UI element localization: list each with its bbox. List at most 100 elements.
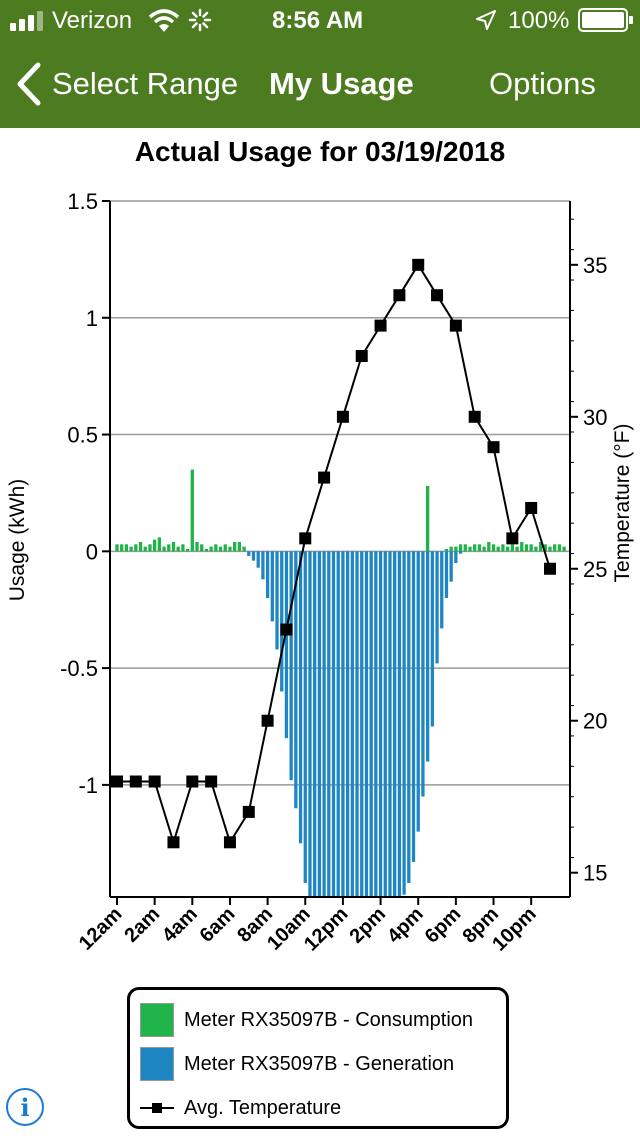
generation-bar xyxy=(261,551,264,579)
generation-bar xyxy=(374,551,377,897)
carrier-label: Verizon xyxy=(52,6,132,36)
temperature-point xyxy=(525,502,537,514)
generation-bar xyxy=(308,551,311,897)
x-tick-label: 12am xyxy=(75,903,127,955)
temperature-point xyxy=(544,563,556,575)
y-tick-label: 1.5 xyxy=(67,189,98,214)
temperature-point xyxy=(167,836,179,848)
generation-bar xyxy=(440,551,443,628)
generation-bar xyxy=(454,551,457,563)
y2-axis-label: Temperature (°F) xyxy=(611,424,634,583)
generation-bar xyxy=(266,551,269,598)
generation-bar xyxy=(407,551,410,883)
clock: 8:56 AM xyxy=(272,6,363,36)
generation-bar xyxy=(252,551,255,560)
location-arrow-icon xyxy=(476,10,496,30)
generation-bar xyxy=(360,551,363,897)
consumption-bar xyxy=(144,547,147,552)
consumption-bar xyxy=(214,544,217,551)
temperature-point xyxy=(356,350,368,362)
legend-label-consumption: Meter RX35097B - Consumption xyxy=(184,1009,473,1032)
consumption-bar xyxy=(153,540,156,552)
temperature-point xyxy=(262,715,274,727)
usage-chart: Actual Usage for 03/19/2018 1.5 1 0.5 0 -0.5… xyxy=(0,128,640,980)
temperature-point xyxy=(506,532,518,544)
generation-bar xyxy=(289,551,292,780)
y2-tick-label: 30 xyxy=(583,405,607,430)
navigation-header: Verizon 8:56 AM 100% Select Range M xyxy=(0,0,640,128)
y2-tick-label: 35 xyxy=(583,253,607,278)
legend-label-generation: Meter RX35097B - Generation xyxy=(184,1053,454,1076)
x-tick-label: 6am xyxy=(196,903,240,947)
temperature-line-marker-icon xyxy=(140,1091,174,1125)
consumption-bar xyxy=(520,542,523,551)
chart-title: Actual Usage for 03/19/2018 xyxy=(135,136,505,167)
consumption-bar xyxy=(530,544,533,551)
consumption-bar xyxy=(139,542,142,551)
consumption-bar xyxy=(242,547,245,552)
temperature-point xyxy=(375,320,387,332)
generation-bar xyxy=(355,551,358,897)
consumption-bar xyxy=(172,542,175,551)
generation-bar xyxy=(299,551,302,843)
legend-item-temperature: Avg. Temperature xyxy=(140,1090,341,1126)
consumption-bar xyxy=(228,547,231,552)
generation-bar xyxy=(285,551,288,738)
generation-bar xyxy=(257,551,260,567)
y2-tick-label: 20 xyxy=(583,709,607,734)
consumption-bar xyxy=(162,547,165,552)
consumption-bar xyxy=(459,544,462,551)
consumption-bar xyxy=(515,547,518,552)
temperature-point xyxy=(186,776,198,788)
page-title: My Usage xyxy=(269,64,414,104)
generation-bar xyxy=(402,551,405,894)
consumption-bar xyxy=(511,544,514,551)
consumption-bar xyxy=(492,544,495,551)
consumption-bar xyxy=(548,547,551,552)
consumption-bar xyxy=(497,547,500,552)
generation-swatch xyxy=(140,1047,174,1081)
info-button[interactable]: i xyxy=(6,1088,44,1126)
generation-bar xyxy=(398,551,401,897)
x-tick-label: 2am xyxy=(120,903,164,947)
generation-bar xyxy=(450,551,453,581)
consumption-bar xyxy=(191,470,194,552)
y2-tick-label: 15 xyxy=(583,861,607,886)
y-tick-label: -1 xyxy=(78,773,98,798)
options-button[interactable]: Options xyxy=(489,64,596,104)
consumption-bar xyxy=(558,544,561,551)
generation-bar xyxy=(431,551,434,726)
consumption-bar xyxy=(195,542,198,551)
x-tick-label: 10pm xyxy=(488,903,541,956)
generation-bar xyxy=(421,551,424,796)
generation-bar xyxy=(275,551,278,649)
temperature-point xyxy=(299,532,311,544)
legend-item-consumption: Meter RX35097B - Consumption xyxy=(140,1002,473,1038)
back-button[interactable]: Select Range xyxy=(52,64,238,104)
consumption-bar xyxy=(224,544,227,551)
back-chevron-icon[interactable] xyxy=(16,62,42,106)
x-tick-label: 6pm xyxy=(421,903,466,948)
temperature-point xyxy=(337,411,349,423)
battery-icon xyxy=(578,8,634,32)
consumption-bar xyxy=(562,547,565,552)
temperature-point xyxy=(280,624,292,636)
temperature-point xyxy=(450,320,462,332)
consumption-bar xyxy=(167,544,170,551)
generation-bar xyxy=(426,551,429,761)
consumption-bar xyxy=(468,547,471,552)
consumption-bar xyxy=(115,544,118,551)
generation-bar xyxy=(384,551,387,897)
generation-bar xyxy=(332,551,335,897)
generation-bar xyxy=(327,551,330,897)
temperature-point xyxy=(243,806,255,818)
consumption-bar xyxy=(209,547,212,552)
consumption-bar xyxy=(487,542,490,551)
generation-bar xyxy=(412,551,415,862)
consumption-bar xyxy=(134,544,137,551)
wifi-icon xyxy=(148,9,180,33)
temperature-point xyxy=(318,472,330,484)
consumption-bar xyxy=(464,544,467,551)
generation-bar xyxy=(459,551,462,553)
x-tick-label: 12pm xyxy=(300,903,353,956)
